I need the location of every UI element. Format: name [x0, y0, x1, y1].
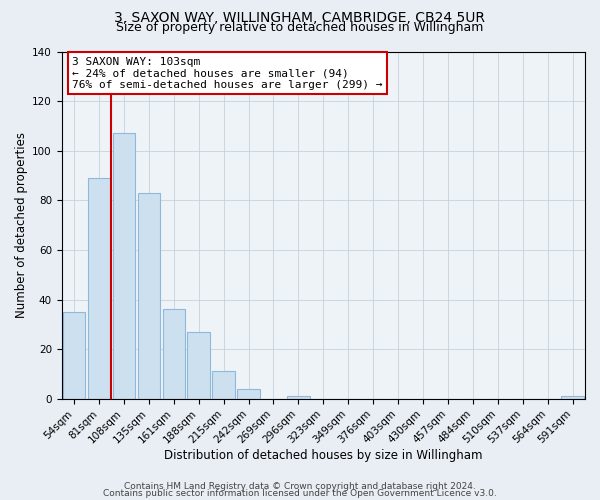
- Bar: [63, 312, 85, 399]
- Bar: [137, 193, 160, 399]
- Bar: [287, 396, 310, 399]
- Bar: [238, 389, 260, 399]
- Y-axis label: Number of detached properties: Number of detached properties: [15, 132, 28, 318]
- Bar: [212, 372, 235, 399]
- X-axis label: Distribution of detached houses by size in Willingham: Distribution of detached houses by size …: [164, 450, 482, 462]
- Bar: [562, 396, 584, 399]
- Text: 3 SAXON WAY: 103sqm
← 24% of detached houses are smaller (94)
76% of semi-detach: 3 SAXON WAY: 103sqm ← 24% of detached ho…: [72, 56, 383, 90]
- Bar: [163, 310, 185, 399]
- Bar: [187, 332, 210, 399]
- Bar: [88, 178, 110, 399]
- Bar: [113, 134, 135, 399]
- Text: 3, SAXON WAY, WILLINGHAM, CAMBRIDGE, CB24 5UR: 3, SAXON WAY, WILLINGHAM, CAMBRIDGE, CB2…: [115, 11, 485, 25]
- Text: Size of property relative to detached houses in Willingham: Size of property relative to detached ho…: [116, 21, 484, 34]
- Text: Contains HM Land Registry data © Crown copyright and database right 2024.: Contains HM Land Registry data © Crown c…: [124, 482, 476, 491]
- Text: Contains public sector information licensed under the Open Government Licence v3: Contains public sector information licen…: [103, 490, 497, 498]
